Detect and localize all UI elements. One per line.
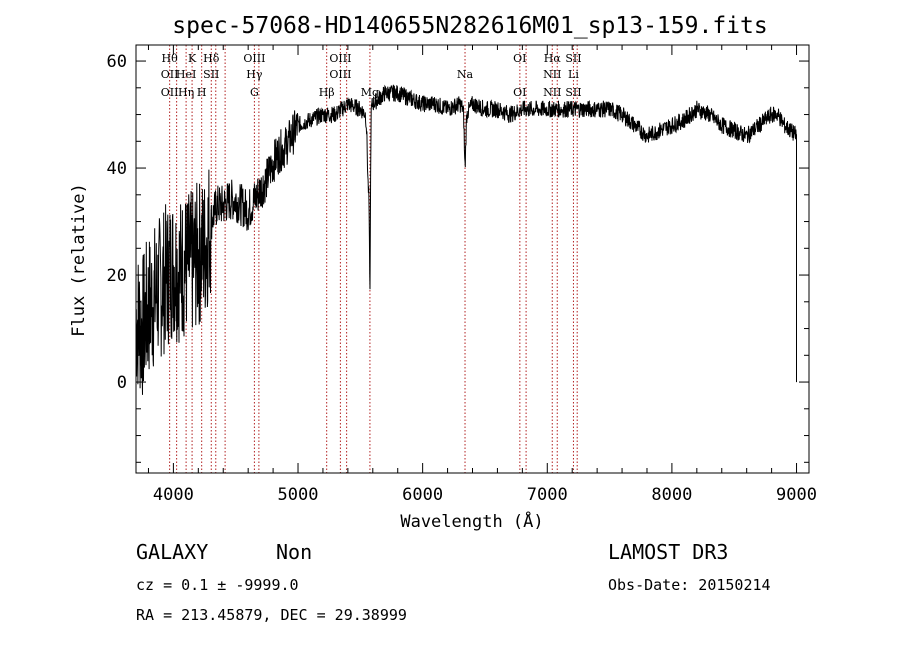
y-tick-label: 0	[117, 373, 127, 393]
spectral-line-label: Mg	[361, 86, 379, 99]
x-tick-label: 5000	[278, 485, 319, 505]
spectral-line-label: OIII	[329, 52, 351, 65]
y-tick-label: 20	[107, 266, 127, 286]
axis-ticks	[136, 45, 809, 473]
y-tick-labels: 0 20 40 60	[107, 52, 127, 393]
redshift-line: cz = 0.1 ± -9999.0	[136, 576, 299, 594]
spectral-line-label: SII	[565, 86, 581, 99]
x-tick-label: 4000	[153, 485, 194, 505]
spectral-line-label: Na	[457, 68, 474, 81]
x-axis-label: Wavelength (Å)	[400, 510, 543, 532]
x-tick-label: 8000	[651, 485, 692, 505]
y-tick-label: 40	[107, 159, 127, 179]
spectral-line-label: G	[250, 86, 259, 99]
spectrum-series	[135, 84, 797, 395]
spectral-line-label: Hη	[178, 86, 194, 99]
spectrum-line	[135, 84, 797, 395]
spectral-line-label: OII	[161, 68, 179, 81]
spectral-line-label: NII	[543, 86, 561, 99]
object-subclass: Non	[276, 540, 312, 564]
spectral-line-label: OI	[513, 86, 526, 99]
spectral-line-label: Hβ	[319, 86, 335, 99]
survey-name: LAMOST DR3	[608, 540, 728, 564]
spectral-line-label: Hδ	[203, 52, 220, 65]
spectral-line-label: OII	[161, 86, 179, 99]
x-tick-label: 7000	[527, 485, 568, 505]
spectral-line-label: OI	[513, 52, 526, 65]
y-axis-label: Flux (relative)	[69, 183, 89, 337]
spectral-line-label: HeI	[176, 68, 196, 81]
spectral-line-label: Hα	[544, 52, 562, 65]
spectral-line-label: Li	[568, 68, 579, 81]
spectral-line-label: OIII	[329, 68, 351, 81]
x-tick-labels: 4000 5000 6000 7000 8000 9000	[153, 485, 817, 505]
y-tick-label: 60	[107, 52, 127, 72]
spectral-line-label: NII	[543, 68, 561, 81]
x-tick-label: 6000	[402, 485, 443, 505]
spectral-line-label: SII	[565, 52, 581, 65]
spectral-line-label: Hγ	[246, 68, 263, 81]
observation-date: Obs-Date: 20150214	[608, 576, 771, 594]
chart-title: spec-57068-HD140655N282616M01_sp13-159.f…	[172, 13, 767, 39]
object-class: GALAXY	[136, 540, 208, 564]
x-tick-label: 9000	[776, 485, 817, 505]
spectral-line-label: Hθ	[162, 52, 179, 65]
coordinates-line: RA = 213.45879, DEC = 29.38999	[136, 606, 407, 624]
spectral-line-label: H	[197, 86, 207, 99]
spectral-line-label: K	[188, 52, 197, 65]
spectral-line-label: OIII	[243, 52, 265, 65]
spectral-line-label: SII	[203, 68, 219, 81]
